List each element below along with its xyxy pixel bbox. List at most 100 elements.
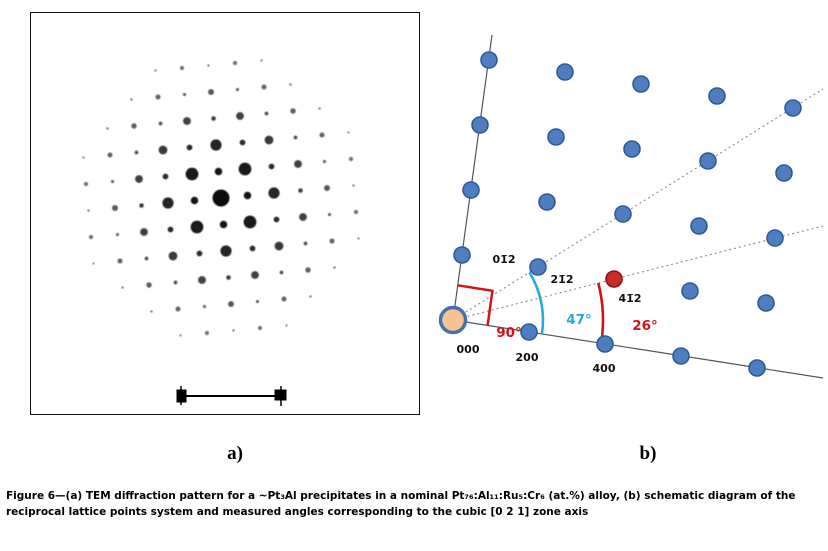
diffraction-spot [268, 163, 275, 170]
lattice-point [453, 246, 471, 264]
diffraction-spot [232, 329, 235, 332]
diffraction-spot [185, 167, 199, 181]
diffraction-spot [144, 256, 149, 261]
diffraction-spot [264, 135, 274, 145]
diffraction-spot [257, 325, 263, 331]
diffraction-spot [309, 295, 312, 298]
diffraction-spot [88, 234, 94, 240]
diffraction-spot-group [82, 59, 360, 337]
lattice-point [556, 63, 574, 81]
label-200: 200 [516, 351, 539, 364]
diffraction-spot [228, 301, 234, 307]
diffraction-spot [208, 89, 214, 95]
diffraction-spot [110, 179, 115, 184]
diffraction-spot [235, 87, 240, 92]
lattice-point [529, 258, 547, 276]
diffraction-spot [268, 187, 280, 199]
diffraction-spot [319, 132, 325, 138]
lattice-point [614, 205, 632, 223]
diffraction-spot [112, 205, 118, 211]
diffraction-spot [243, 215, 257, 229]
lattice-point [748, 359, 766, 377]
diffraction-spot [117, 258, 123, 264]
lattice-point [547, 128, 565, 146]
diffraction-spot [261, 84, 267, 90]
diffraction-spot [290, 108, 296, 114]
diffraction-spot [303, 241, 308, 246]
diffraction-spot [87, 209, 90, 212]
diffraction-spot [211, 116, 216, 121]
lattice-point [699, 152, 717, 170]
diffraction-spot [232, 60, 238, 66]
lattice-point [681, 282, 699, 300]
diffraction-spot [281, 296, 287, 302]
diffraction-spot [179, 65, 185, 71]
diffraction-spot [279, 270, 284, 275]
diffraction-spot [249, 245, 256, 252]
lattice-point [623, 140, 641, 158]
lattice-point [708, 87, 726, 105]
diffraction-spot [139, 203, 144, 208]
diffraction-spot [329, 238, 335, 244]
diffraction-spot [318, 107, 321, 110]
diffraction-spot [251, 271, 259, 279]
diffraction-spot [135, 175, 143, 183]
label-400: 400 [593, 362, 616, 375]
lattice-point [538, 193, 556, 211]
diffraction-spot [204, 330, 210, 336]
diffraction-spot [186, 144, 193, 151]
diffraction-spot [146, 282, 152, 288]
diffraction-spot [333, 266, 336, 269]
diffraction-spot [134, 150, 139, 155]
tem-diffraction-panel [30, 12, 420, 415]
diffraction-spot [353, 209, 359, 215]
diffraction-spot [82, 156, 85, 159]
diffraction-spot [106, 127, 109, 130]
diffraction-spot [175, 306, 181, 312]
lattice-point [596, 335, 614, 353]
diffraction-spot [173, 280, 178, 285]
label-000: 000 [457, 343, 480, 356]
label-angle-47: 47° [566, 312, 592, 328]
diffraction-spot [298, 188, 303, 193]
lattice-point [766, 229, 784, 247]
lattice-point-highlighted [605, 270, 623, 288]
diffraction-spot [264, 111, 269, 116]
diffraction-spot [190, 196, 199, 205]
lattice-point [471, 116, 489, 134]
panel-b-label: b) [639, 443, 657, 464]
diffraction-spot [285, 324, 288, 327]
arc-26-degrees [597, 282, 605, 344]
diffraction-spot [214, 167, 223, 176]
diffraction-spot [239, 139, 246, 146]
diffraction-spot [158, 121, 163, 126]
diffraction-spot [190, 220, 204, 234]
lattice-point-group [453, 51, 802, 377]
diffraction-spot [357, 237, 360, 240]
diffraction-spot [167, 226, 174, 233]
diffraction-spot [327, 212, 332, 217]
diffraction-spot [202, 304, 207, 309]
label-angle-90: 90° [496, 325, 522, 341]
diffraction-spot [83, 181, 89, 187]
diffraction-spot [162, 173, 169, 180]
diffraction-spot [130, 98, 133, 101]
diffraction-spot [260, 59, 263, 62]
diffraction-spot [273, 216, 280, 223]
diffraction-spot [115, 232, 120, 237]
diffraction-spot [324, 185, 330, 191]
diffraction-spot [322, 159, 327, 164]
reciprocal-lattice-diagram: 000 200 400 01̄2 21̄2 41̄2 90° 47° 26° [438, 34, 824, 379]
panel-a-label: a) [227, 443, 243, 464]
diffraction-spot [182, 92, 187, 97]
label-angle-26: 26° [632, 318, 658, 334]
diffraction-spot [236, 112, 244, 120]
diffraction-spot [121, 286, 124, 289]
lattice-point [757, 294, 775, 312]
line-47-degrees [452, 88, 824, 321]
diffraction-spot [226, 275, 231, 280]
diffraction-spot [168, 251, 178, 261]
lattice-point [480, 51, 498, 69]
lattice-point [784, 99, 802, 117]
